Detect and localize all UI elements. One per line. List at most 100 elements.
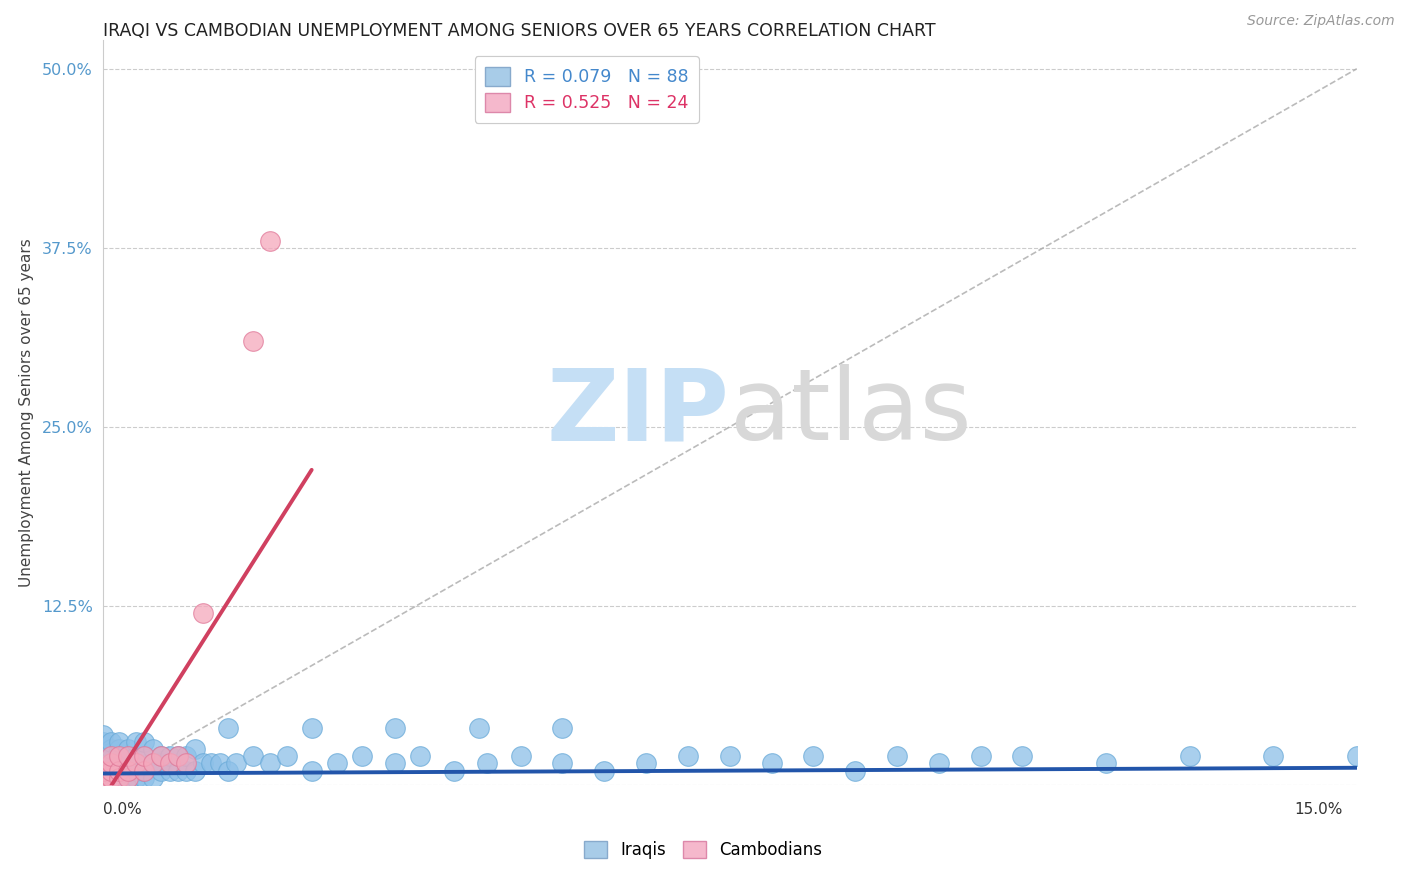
Point xyxy=(225,756,247,771)
Point xyxy=(100,771,122,785)
Point xyxy=(134,771,156,785)
Point xyxy=(91,771,114,785)
Point xyxy=(108,735,131,749)
Point xyxy=(91,742,114,756)
Point xyxy=(150,756,173,771)
Point xyxy=(117,771,139,785)
Point xyxy=(384,721,406,735)
Point xyxy=(676,749,699,764)
Point xyxy=(100,756,122,771)
Point xyxy=(969,749,991,764)
Point xyxy=(91,764,114,778)
Point xyxy=(191,756,214,771)
Point xyxy=(91,735,114,749)
Point xyxy=(217,764,239,778)
Point xyxy=(208,756,231,771)
Point xyxy=(117,778,139,792)
Point xyxy=(259,234,281,248)
Point xyxy=(125,756,148,771)
Point xyxy=(191,606,214,620)
Point xyxy=(125,749,148,764)
Point xyxy=(928,756,950,771)
Point xyxy=(108,771,131,785)
Point xyxy=(108,749,131,764)
Point xyxy=(509,749,531,764)
Point xyxy=(259,756,281,771)
Point xyxy=(150,749,173,764)
Point xyxy=(174,764,197,778)
Point xyxy=(134,764,156,778)
Point xyxy=(117,764,139,778)
Point xyxy=(468,721,491,735)
Point xyxy=(242,334,264,348)
Point xyxy=(134,749,156,764)
Point xyxy=(91,778,114,792)
Point xyxy=(242,749,264,764)
Point xyxy=(100,771,122,785)
Point xyxy=(108,764,131,778)
Point xyxy=(108,778,131,792)
Point xyxy=(134,764,156,778)
Point xyxy=(100,764,122,778)
Text: IRAQI VS CAMBODIAN UNEMPLOYMENT AMONG SENIORS OVER 65 YEARS CORRELATION CHART: IRAQI VS CAMBODIAN UNEMPLOYMENT AMONG SE… xyxy=(103,22,935,40)
Point xyxy=(125,735,148,749)
Point xyxy=(159,749,181,764)
Point xyxy=(593,764,616,778)
Point xyxy=(117,771,139,785)
Point xyxy=(801,749,824,764)
Point xyxy=(108,749,131,764)
Point xyxy=(477,756,499,771)
Point xyxy=(167,749,190,764)
Point xyxy=(100,749,122,764)
Point xyxy=(134,735,156,749)
Point xyxy=(183,764,205,778)
Point xyxy=(217,721,239,735)
Y-axis label: Unemployment Among Seniors over 65 years: Unemployment Among Seniors over 65 years xyxy=(18,238,34,587)
Point xyxy=(443,764,465,778)
Point xyxy=(159,764,181,778)
Point xyxy=(844,764,866,778)
Point xyxy=(150,749,173,764)
Point xyxy=(384,756,406,771)
Text: Source: ZipAtlas.com: Source: ZipAtlas.com xyxy=(1247,14,1395,29)
Point xyxy=(276,749,298,764)
Point xyxy=(100,742,122,756)
Point xyxy=(886,749,908,764)
Point xyxy=(636,756,658,771)
Point xyxy=(1178,749,1201,764)
Point xyxy=(134,749,156,764)
Point xyxy=(100,756,122,771)
Text: atlas: atlas xyxy=(730,364,972,461)
Point xyxy=(1011,749,1033,764)
Point xyxy=(301,764,323,778)
Point xyxy=(117,749,139,764)
Point xyxy=(91,728,114,742)
Point xyxy=(108,742,131,756)
Point xyxy=(1095,756,1118,771)
Legend: R = 0.079   N = 88, R = 0.525   N = 24: R = 0.079 N = 88, R = 0.525 N = 24 xyxy=(475,56,699,122)
Point xyxy=(200,756,222,771)
Text: 0.0%: 0.0% xyxy=(103,803,142,817)
Point xyxy=(326,756,349,771)
Point xyxy=(125,771,148,785)
Point xyxy=(167,764,190,778)
Point xyxy=(108,764,131,778)
Point xyxy=(761,756,783,771)
Point xyxy=(117,742,139,756)
Legend: Iraqis, Cambodians: Iraqis, Cambodians xyxy=(576,834,830,866)
Point xyxy=(91,749,114,764)
Point xyxy=(108,756,131,771)
Point xyxy=(117,764,139,778)
Point xyxy=(551,756,574,771)
Point xyxy=(718,749,741,764)
Point xyxy=(159,756,181,771)
Point xyxy=(100,749,122,764)
Point xyxy=(100,764,122,778)
Point xyxy=(108,771,131,785)
Point xyxy=(174,756,197,771)
Point xyxy=(117,749,139,764)
Point xyxy=(174,749,197,764)
Point xyxy=(91,778,114,792)
Point xyxy=(167,749,190,764)
Point xyxy=(150,764,173,778)
